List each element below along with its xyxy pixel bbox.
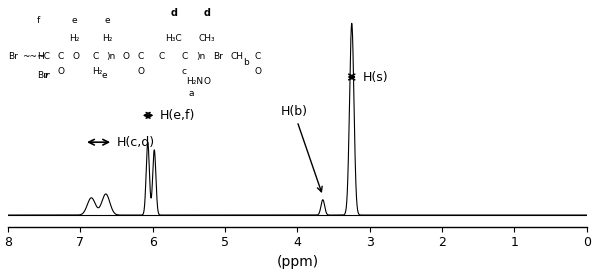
Text: H(b): H(b) — [280, 105, 322, 192]
X-axis label: (ppm): (ppm) — [277, 255, 318, 269]
Text: H(s): H(s) — [362, 70, 388, 84]
Text: H(e,f): H(e,f) — [160, 109, 195, 122]
Text: H(c,d): H(c,d) — [117, 136, 155, 149]
